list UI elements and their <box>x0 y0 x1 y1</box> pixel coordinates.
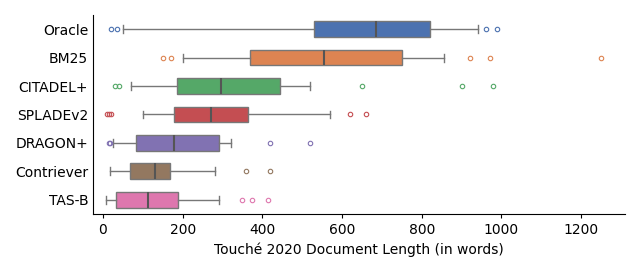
PathPatch shape <box>130 163 170 179</box>
PathPatch shape <box>250 50 402 66</box>
PathPatch shape <box>174 107 248 122</box>
PathPatch shape <box>314 21 429 37</box>
PathPatch shape <box>116 192 178 208</box>
PathPatch shape <box>136 135 220 151</box>
PathPatch shape <box>177 78 280 94</box>
X-axis label: Touché 2020 Document Length (in words): Touché 2020 Document Length (in words) <box>214 243 504 257</box>
